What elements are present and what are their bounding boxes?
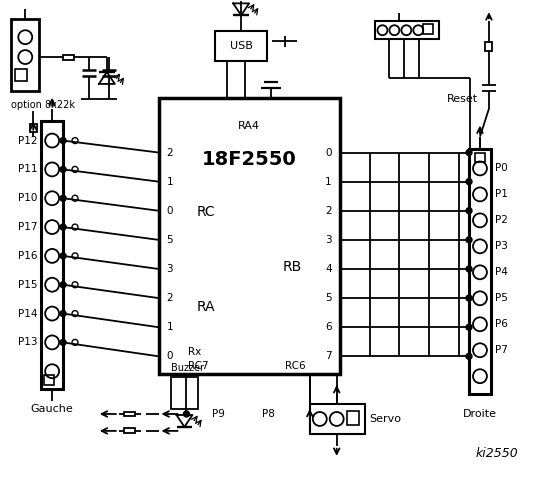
Circle shape [60, 311, 66, 316]
Text: P3: P3 [495, 241, 508, 252]
Text: RA4: RA4 [238, 120, 260, 131]
Text: option 8x22k: option 8x22k [12, 100, 75, 110]
Text: P9: P9 [212, 409, 225, 419]
Text: 0: 0 [325, 147, 332, 157]
Bar [41, 120, 63, 389]
Bar [310, 404, 364, 434]
Text: P13: P13 [18, 337, 37, 348]
Text: 2: 2 [166, 147, 173, 157]
Text: 3: 3 [325, 235, 332, 245]
Bar [12, 19, 39, 91]
Circle shape [60, 224, 66, 230]
Circle shape [466, 150, 472, 156]
Bar [423, 24, 433, 34]
Bar [30, 124, 36, 132]
Bar [170, 377, 199, 409]
Text: 5: 5 [166, 235, 173, 245]
Circle shape [60, 167, 66, 172]
Circle shape [60, 339, 66, 346]
Text: P12: P12 [18, 135, 37, 145]
Text: P10: P10 [18, 193, 37, 203]
Bar [159, 98, 340, 374]
Text: 2: 2 [166, 293, 173, 303]
Text: P5: P5 [495, 293, 508, 303]
Text: P2: P2 [495, 216, 508, 226]
Text: 1: 1 [166, 322, 173, 332]
Text: RB: RB [283, 260, 302, 274]
Circle shape [466, 179, 472, 185]
Text: Gauche: Gauche [31, 404, 74, 414]
Bar [15, 69, 27, 81]
Circle shape [466, 208, 472, 214]
Text: P7: P7 [495, 345, 508, 355]
Text: P17: P17 [18, 222, 37, 232]
Bar [475, 153, 485, 162]
Text: RA: RA [196, 300, 215, 313]
Text: P4: P4 [495, 267, 508, 277]
Text: 1: 1 [166, 177, 173, 187]
Circle shape [60, 138, 66, 144]
Text: Rx: Rx [189, 348, 202, 357]
Circle shape [184, 411, 190, 417]
Text: P15: P15 [18, 280, 37, 290]
Text: Buzzer: Buzzer [170, 363, 204, 373]
Text: P11: P11 [18, 165, 37, 174]
Circle shape [466, 266, 472, 272]
Text: P16: P16 [18, 251, 37, 261]
Text: P8: P8 [262, 409, 274, 419]
Text: 7: 7 [325, 351, 332, 361]
Text: 0: 0 [166, 351, 173, 361]
Bar [215, 31, 267, 61]
Circle shape [466, 353, 472, 360]
Bar [124, 411, 135, 417]
Circle shape [466, 295, 472, 301]
Text: P0: P0 [495, 163, 508, 173]
Text: RC: RC [196, 205, 215, 219]
Bar [347, 411, 358, 425]
Text: 18F2550: 18F2550 [202, 150, 296, 169]
Text: RC6: RC6 [285, 361, 306, 371]
Text: 0: 0 [166, 206, 173, 216]
Text: 1: 1 [325, 177, 332, 187]
Text: Reset: Reset [447, 94, 478, 104]
Text: 4: 4 [325, 264, 332, 274]
Circle shape [60, 253, 66, 259]
Circle shape [60, 282, 66, 288]
Text: P14: P14 [18, 309, 37, 319]
Text: P1: P1 [495, 190, 508, 199]
Text: RC7: RC7 [189, 361, 209, 371]
Circle shape [60, 195, 66, 201]
Bar [124, 429, 135, 433]
Text: Droite: Droite [463, 409, 497, 419]
Circle shape [466, 237, 472, 243]
Text: 5: 5 [325, 293, 332, 303]
Text: 2: 2 [325, 206, 332, 216]
Bar [486, 42, 492, 50]
Text: P6: P6 [495, 319, 508, 329]
Text: Servo: Servo [369, 414, 401, 424]
Bar [44, 375, 54, 385]
Bar [469, 148, 491, 394]
Bar [62, 55, 74, 60]
Text: USB: USB [229, 41, 253, 51]
Circle shape [466, 324, 472, 330]
Text: ki2550: ki2550 [476, 447, 519, 460]
Text: 3: 3 [166, 264, 173, 274]
Text: 6: 6 [325, 322, 332, 332]
Bar [374, 21, 439, 39]
